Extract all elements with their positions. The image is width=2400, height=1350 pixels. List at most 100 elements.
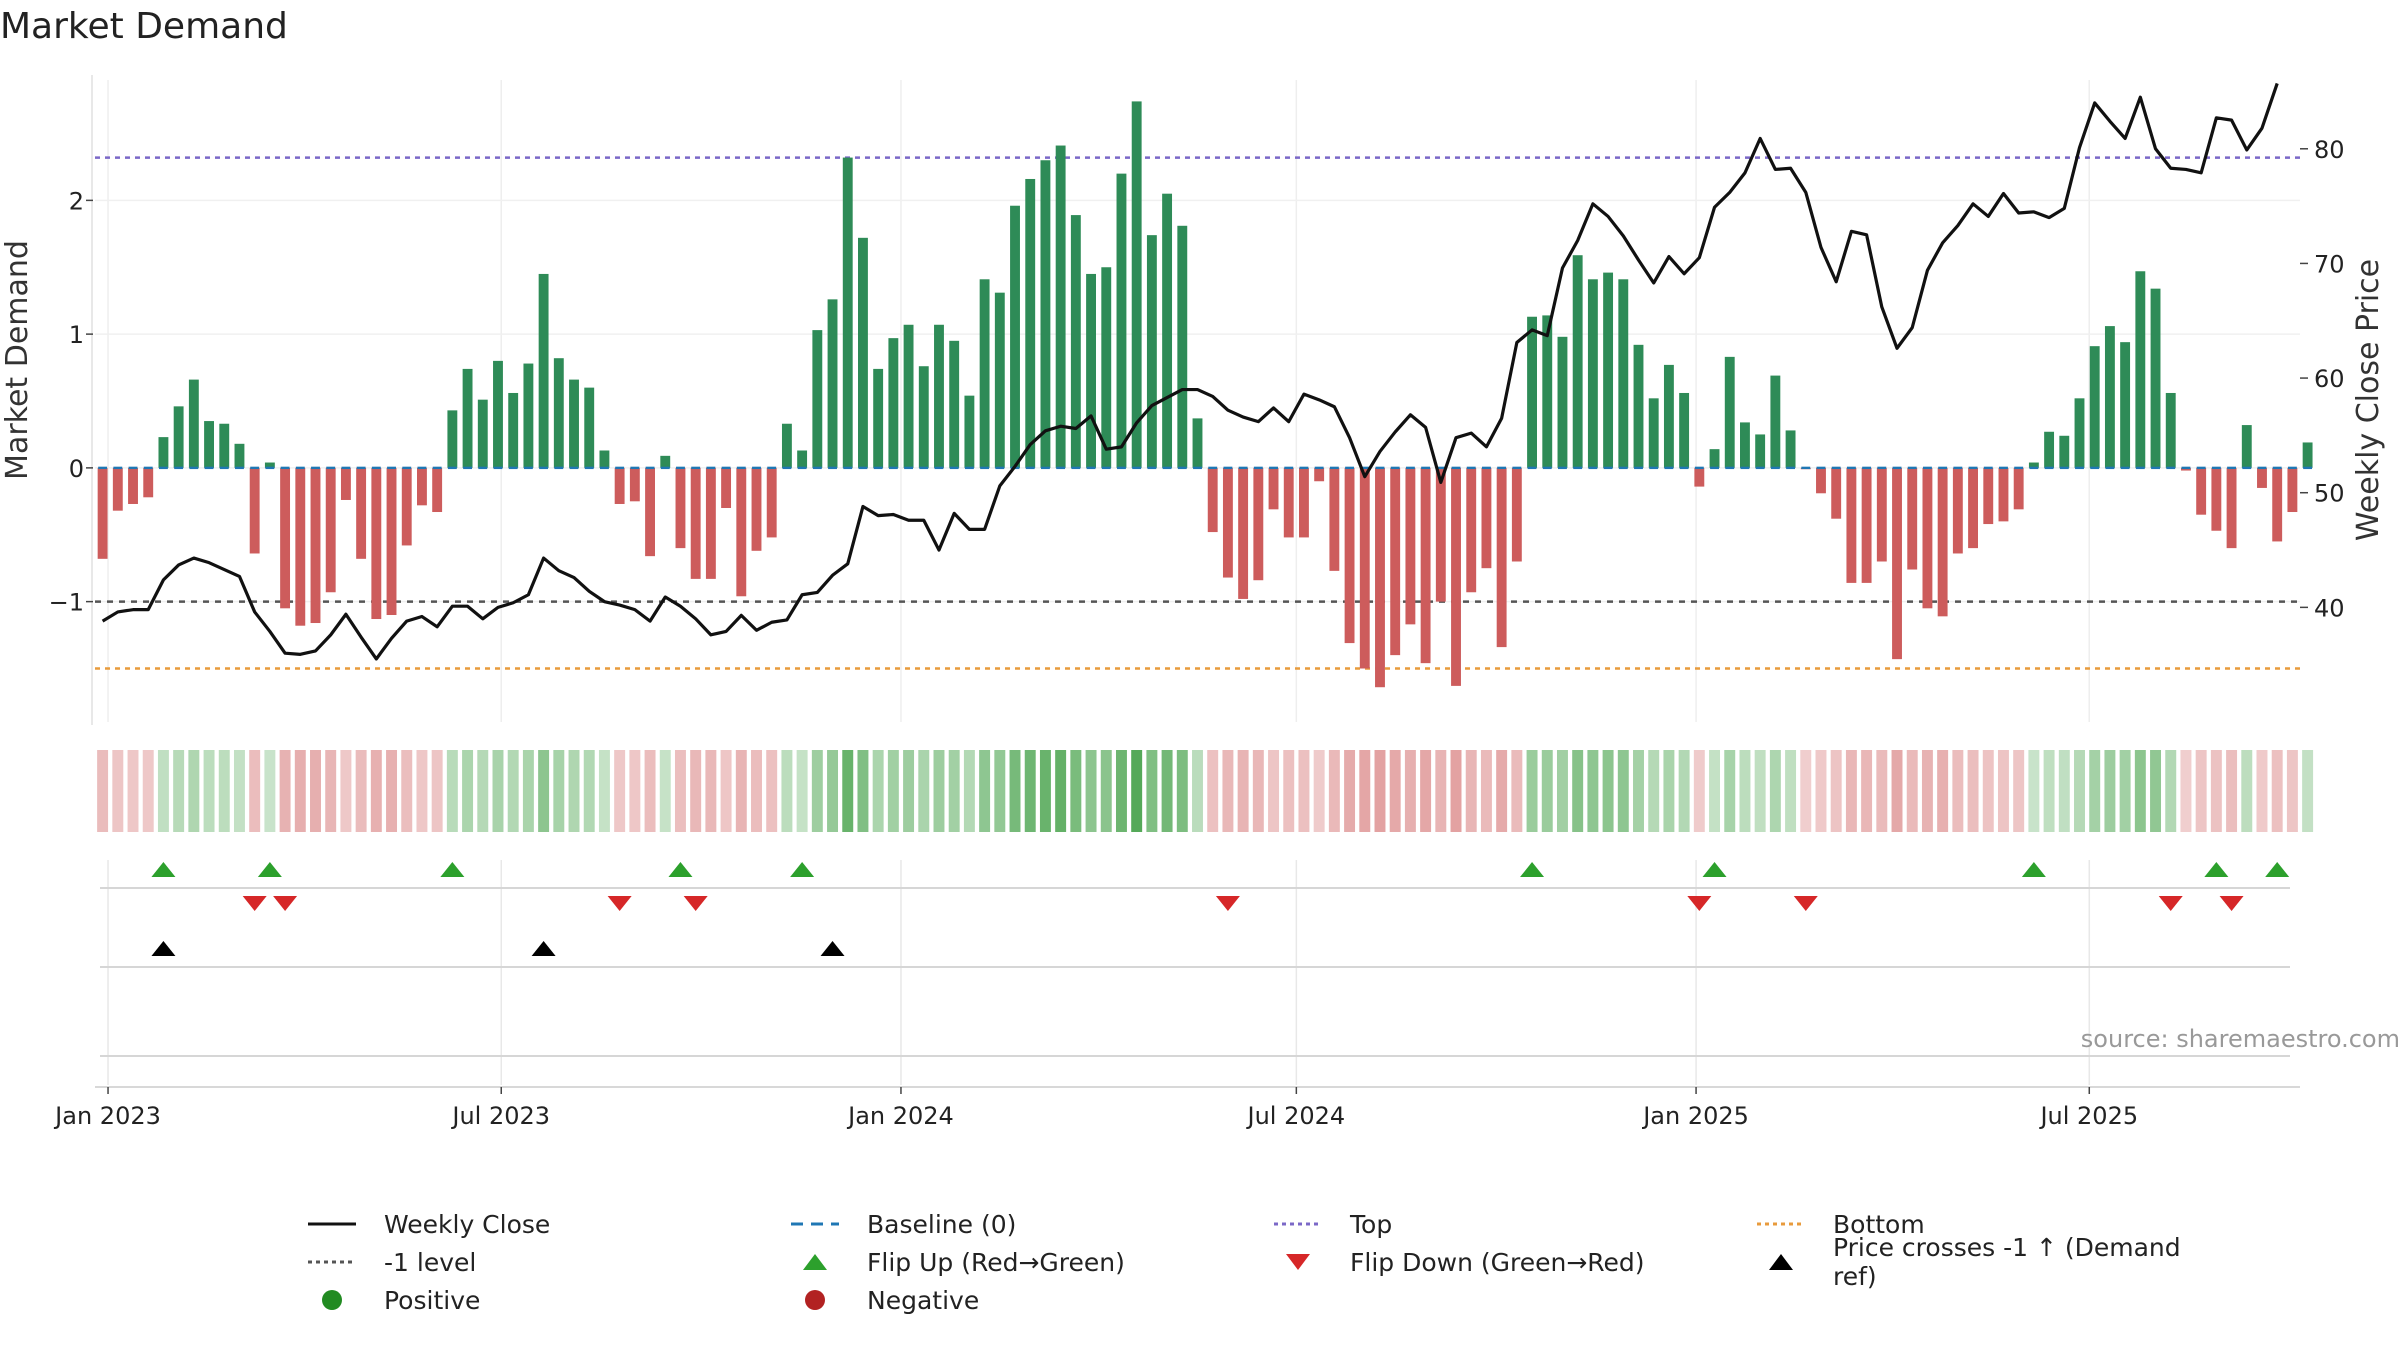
positive-demand-bar bbox=[173, 406, 184, 468]
heat-cell bbox=[1587, 750, 1599, 832]
heat-cell bbox=[2286, 750, 2298, 832]
negative-demand-bar bbox=[1268, 467, 1279, 510]
heat-cell bbox=[401, 750, 413, 832]
positive-demand-bar bbox=[2059, 435, 2070, 468]
flip-up-marker bbox=[1520, 862, 1545, 877]
negative-demand-bar bbox=[386, 467, 397, 615]
flip-down-marker bbox=[1687, 896, 1712, 911]
heat-cell bbox=[994, 750, 1006, 832]
negative-demand-bar bbox=[1694, 467, 1705, 487]
heat-cell bbox=[1861, 750, 1873, 832]
heat-cell bbox=[1830, 750, 1842, 832]
heat-cell bbox=[1192, 750, 1203, 832]
legend-label: Baseline (0) bbox=[867, 1209, 1017, 1239]
negative-demand-bar bbox=[1283, 467, 1294, 538]
y2-tick-label: 50 bbox=[2314, 480, 2345, 508]
heat-cell bbox=[2150, 750, 2162, 832]
heat-cell bbox=[2119, 750, 2131, 832]
heat-cell bbox=[1328, 750, 1340, 832]
heat-cell bbox=[1997, 750, 2009, 832]
negative-demand-bar bbox=[721, 467, 732, 508]
heat-cell bbox=[1222, 750, 1234, 832]
legend-item: Flip Down (Green→Red) bbox=[1266, 1248, 1749, 1277]
source-text: source: sharemaestro.com bbox=[2081, 1025, 2400, 1053]
heat-cell bbox=[157, 750, 169, 832]
heat-cell bbox=[735, 750, 747, 832]
positive-demand-bar bbox=[1116, 173, 1127, 468]
heat-cell bbox=[1967, 750, 1979, 832]
positive-demand-bar bbox=[1679, 392, 1690, 468]
legend-label: -1 level bbox=[384, 1247, 477, 1277]
negative-demand-bar bbox=[1299, 467, 1309, 538]
positive-demand-bar bbox=[1770, 375, 1781, 468]
heat-cell bbox=[340, 750, 352, 832]
y-axis-label: Market Demand bbox=[0, 240, 35, 480]
positive-demand-bar bbox=[1131, 101, 1142, 468]
positive-demand-bar bbox=[660, 455, 671, 468]
axes: −1 0 1 2 40 50 60 70 80 bbox=[49, 75, 2345, 725]
heat-cell bbox=[2058, 750, 2070, 832]
positive-demand-bar bbox=[1603, 272, 1614, 468]
legend-label: Top bbox=[1350, 1209, 1393, 1239]
negative-demand-bar bbox=[97, 467, 108, 559]
heat-cell bbox=[2134, 750, 2146, 832]
legend-item: Negative bbox=[783, 1286, 1266, 1315]
flip-up-marker bbox=[440, 862, 465, 877]
negative-demand-bar bbox=[675, 467, 686, 549]
negative-demand-bar bbox=[2211, 467, 2222, 531]
positive-demand-bar bbox=[2241, 425, 2252, 468]
heat-cell bbox=[2180, 750, 2192, 832]
heat-cell bbox=[1769, 750, 1781, 832]
negative-demand-bar bbox=[295, 467, 306, 626]
demand-bars bbox=[97, 101, 2313, 688]
positive-demand-bar bbox=[888, 338, 899, 468]
negative-demand-bar bbox=[614, 467, 625, 504]
heat-cell bbox=[918, 750, 930, 832]
positive-demand-bar bbox=[1010, 205, 1020, 468]
heat-cell bbox=[948, 750, 960, 832]
heat-cell bbox=[1754, 750, 1766, 832]
heat-cell bbox=[1298, 750, 1310, 832]
heat-cell bbox=[1496, 750, 1508, 832]
positive-demand-bar bbox=[2074, 398, 2085, 468]
positive-demand-bar bbox=[599, 450, 610, 468]
positive-demand-bar bbox=[1633, 344, 1644, 468]
positive-demand-bar bbox=[994, 292, 1005, 468]
positive-demand-bar bbox=[781, 423, 792, 468]
heat-cell bbox=[310, 750, 321, 832]
positive-demand-bar bbox=[1177, 225, 1188, 468]
flip-up-marker bbox=[668, 862, 693, 877]
positive-demand-bar bbox=[1572, 255, 1583, 468]
heat-cell bbox=[705, 750, 717, 832]
heat-cell bbox=[1420, 750, 1432, 832]
heat-cell bbox=[1572, 750, 1584, 832]
negative-demand-bar bbox=[2287, 467, 2298, 513]
negative-demand-bar bbox=[1207, 467, 1218, 533]
heat-cell bbox=[173, 750, 185, 832]
positive-demand-bar bbox=[1587, 279, 1598, 468]
positive-demand-bar bbox=[1055, 145, 1066, 468]
positive-demand-bar bbox=[1740, 422, 1750, 468]
x-tick-label: Jul 2024 bbox=[1246, 1102, 1346, 1130]
legend: Weekly Close Baseline (0) Top Bottom -1 leve… bbox=[300, 1205, 2250, 1319]
heat-cell bbox=[446, 750, 458, 832]
x-tick-label: Jul 2025 bbox=[2038, 1102, 2138, 1130]
positive-demand-bar bbox=[1709, 449, 1720, 468]
flip-down-marker bbox=[683, 896, 708, 911]
heat-cell bbox=[386, 750, 398, 832]
negative-demand-bar bbox=[249, 467, 260, 554]
negative-demand-bar bbox=[2272, 467, 2283, 542]
legend-row: -1 level Flip Up (Red→Green) Flip Down (Gr… bbox=[300, 1233, 2250, 1291]
heat-cell bbox=[614, 750, 626, 832]
y-tick-label: 2 bbox=[69, 187, 84, 215]
legend-item: -1 level bbox=[300, 1248, 783, 1277]
positive-demand-bar bbox=[934, 324, 944, 468]
heat-cell bbox=[1693, 750, 1705, 832]
x-tick-label: Jan 2023 bbox=[53, 1102, 161, 1130]
heat-cell bbox=[492, 750, 504, 832]
positive-demand-bar bbox=[234, 443, 245, 468]
legend-label: Negative bbox=[867, 1285, 980, 1315]
negative-demand-bar bbox=[1359, 467, 1370, 669]
heat-cell bbox=[2195, 750, 2207, 832]
heat-cell bbox=[2256, 750, 2268, 832]
